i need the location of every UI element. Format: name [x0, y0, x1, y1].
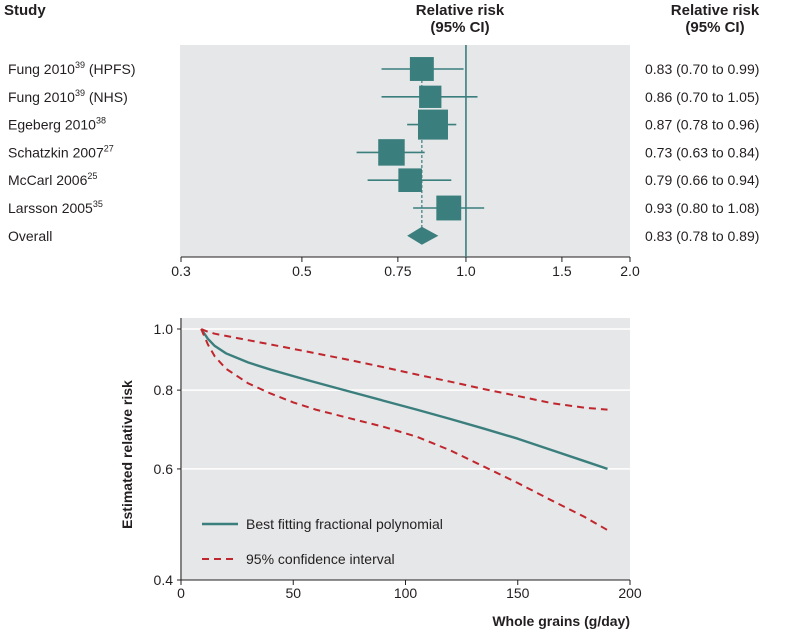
study-reference: 27	[104, 143, 114, 153]
study-label: Larsson 200535	[8, 199, 103, 216]
forest-x-tick-label: 0.5	[292, 263, 312, 279]
study-ci-text: 0.83 (0.70 to 0.99)	[645, 61, 759, 77]
legend-label-best-fit: Best fitting fractional polynomial	[246, 516, 443, 532]
study-cohort: (HPFS)	[85, 61, 136, 77]
study-label: Fung 201039 (NHS)	[8, 88, 128, 105]
study-label: Egeberg 201038	[8, 116, 106, 133]
dose-legend: Best fitting fractional polynomial 95% co…	[202, 516, 443, 567]
forest-plot-background	[180, 45, 630, 257]
dose-y-tick-label: 0.6	[154, 461, 174, 477]
best-fit-line	[200, 328, 608, 471]
study-reference: 25	[87, 171, 97, 181]
study-ci-text: 0.93 (0.80 to 1.08)	[645, 200, 759, 216]
study-header: Study	[4, 2, 46, 19]
dose-response-plot-background	[180, 318, 630, 580]
forest-x-tick-label: 0.75	[384, 263, 411, 279]
dose-x-tick-label: 100	[394, 585, 418, 601]
forest-axis-header: Relative risk (95% CI)	[370, 2, 550, 36]
ci-column-header-line2: (95% CI)	[685, 19, 745, 36]
dose-x-tick-label: 50	[285, 585, 301, 601]
study-reference: 39	[75, 60, 85, 70]
ci-column-header: Relative risk (95% CI)	[640, 2, 790, 36]
study-reference: 38	[96, 116, 106, 126]
study-ci-text: 0.86 (0.70 to 1.05)	[645, 89, 759, 105]
forest-x-tick-label: 1.5	[552, 263, 572, 279]
dose-y-tick-label: 1.0	[154, 321, 174, 337]
dose-response-chart: 0.4 0.6 0.8 1.0 0 50 100 150 200 Whole grains (g/…	[119, 318, 642, 629]
study-name: Schatzkin 2007	[8, 144, 104, 160]
study-name: Egeberg 2010	[8, 117, 96, 133]
dose-y-tick-label: 0.8	[154, 382, 174, 398]
overall-diamond	[407, 226, 439, 245]
study-label: McCarl 200625	[8, 171, 97, 188]
forest-axis-header-line1: Relative risk	[415, 2, 505, 19]
study-ci-text: 0.73 (0.63 to 0.84)	[645, 144, 759, 160]
study-point-estimate	[419, 85, 442, 108]
dose-y-tick-label: 0.4	[154, 572, 174, 588]
study-point-estimate	[378, 139, 405, 166]
study-ci-text: 0.79 (0.66 to 0.94)	[645, 172, 759, 188]
legend-label-confidence-interval: 95% confidence interval	[246, 551, 395, 567]
dose-x-tick-label: 200	[618, 585, 642, 601]
study-reference: 35	[93, 199, 103, 209]
forest-axis-header-line2: (95% CI)	[430, 19, 490, 36]
dose-y-axis-title: Estimated relative risk	[119, 380, 135, 529]
study-cohort: (NHS)	[85, 89, 128, 105]
study-label: Fung 201039 (HPFS)	[8, 60, 136, 77]
study-point-estimate	[398, 168, 422, 192]
study-point-estimate	[417, 109, 448, 140]
dose-x-tick-label: 0	[177, 585, 185, 601]
ci-column-header-line1: Relative risk	[670, 2, 760, 19]
study-name: McCarl 2006	[8, 172, 88, 188]
study-label: Schatzkin 200727	[8, 143, 114, 160]
forest-x-tick-label: 2.0	[620, 263, 640, 279]
dose-x-axis-title: Whole grains (g/day)	[492, 613, 630, 629]
forest-x-tick-label: 1.0	[456, 263, 476, 279]
study-ci-text: 0.87 (0.78 to 0.96)	[645, 117, 759, 133]
study-point-estimate	[436, 195, 462, 221]
dose-x-tick-label: 150	[506, 585, 530, 601]
study-reference: 39	[75, 88, 85, 98]
confidence-interval-line	[200, 328, 608, 531]
overall-ci-text: 0.83 (0.78 to 0.89)	[645, 228, 759, 244]
study-name: Fung 2010	[8, 89, 75, 105]
study-point-estimate	[409, 57, 434, 81]
overall-label: Overall	[8, 228, 52, 244]
study-name: Larsson 2005	[8, 200, 93, 216]
study-name: Fung 2010	[8, 61, 75, 77]
forest-x-tick-label: 0.3	[171, 263, 191, 279]
